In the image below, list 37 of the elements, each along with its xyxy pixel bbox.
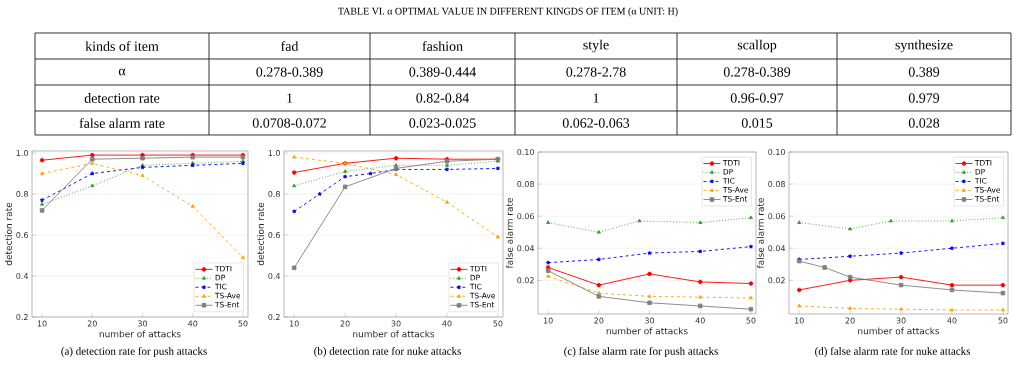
x-axis-title: number of attacks: [858, 327, 940, 335]
text: 0.82-0.84: [416, 93, 470, 103]
y-axis-title: detection rate: [5, 202, 12, 266]
text: 0.96-0.97: [730, 93, 784, 103]
text: 0.389-0.444: [409, 67, 476, 77]
text: 0.028: [908, 118, 940, 128]
text: 0.0708-0.072: [252, 118, 326, 128]
text: 0.278-0.389: [723, 67, 791, 77]
text: synthesize: [895, 39, 953, 53]
text: (d) false alarm rate for nuke attacks: [815, 346, 971, 358]
text: 0.979: [908, 93, 940, 103]
text: 0.278-0.389: [256, 67, 323, 77]
text: false alarm rate: [79, 118, 165, 128]
y-axis-title: false alarm rate: [505, 197, 513, 269]
text: scallop: [737, 39, 777, 53]
text: TABLE VI. α OPTIMAL VALUE IN DIFFERENT KINGDS OF ITEM (α UNIT: H): [338, 7, 678, 17]
text: (b) detection rate for nuke attacks: [314, 346, 461, 358]
text: 1: [593, 93, 599, 103]
text: kinds of item: [85, 41, 159, 51]
text: 0.023-0.025: [409, 118, 476, 128]
text: (c) false alarm rate for push attacks: [564, 346, 718, 358]
text: 0.389: [908, 67, 940, 77]
text: 0.062-0.063: [562, 118, 630, 128]
text: style: [583, 39, 609, 53]
y-axis-title: false alarm rate: [756, 197, 764, 269]
x-axis-title: number of attacks: [99, 330, 181, 338]
text: 0.278-2.78: [566, 67, 626, 77]
y-axis-title: detection rate: [257, 202, 264, 266]
x-axis-title: number of attacks: [606, 327, 688, 335]
text: α: [118, 68, 126, 76]
text: 1: [287, 93, 293, 103]
text: fad: [281, 41, 299, 51]
text: detection rate: [84, 93, 160, 103]
x-axis-title: number of attacks: [353, 330, 435, 338]
text: 0.015: [741, 118, 773, 128]
text: (a) detection rate for push attacks: [61, 346, 207, 358]
text: fashion: [422, 41, 463, 51]
